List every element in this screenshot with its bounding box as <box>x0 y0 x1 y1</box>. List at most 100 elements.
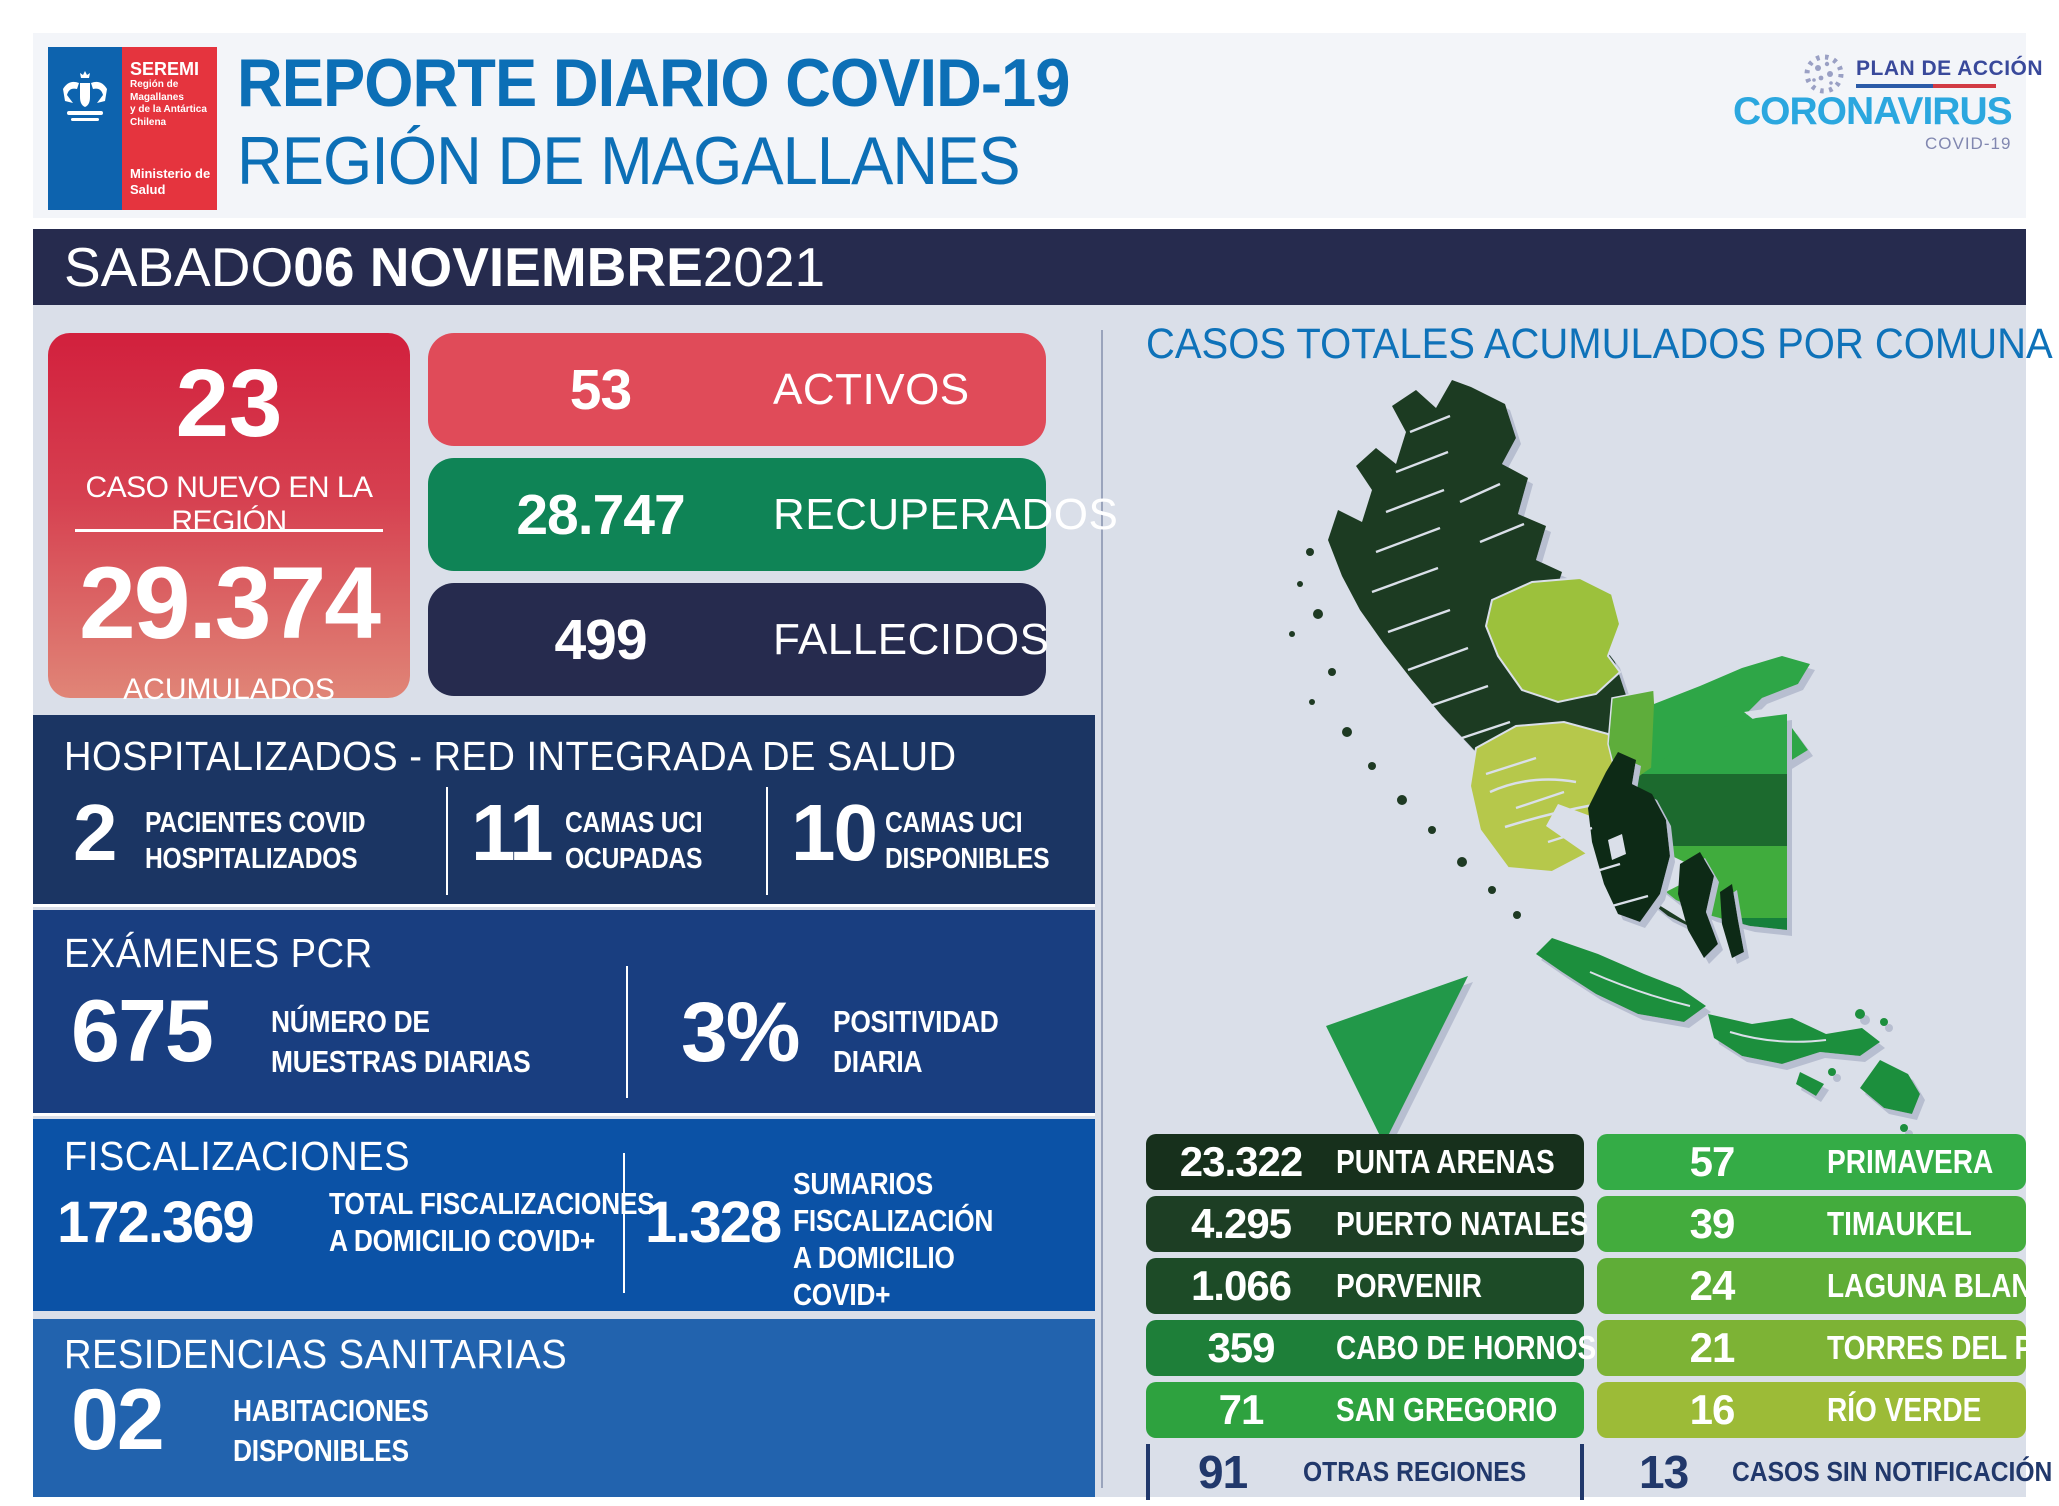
map-fjord-texture <box>1371 414 1649 908</box>
map-region-cabo-de-hornos <box>1796 1072 1824 1096</box>
date-date: 06 NOVIEMBRE <box>293 236 703 298</box>
commune-value: 16 <box>1689 1386 1736 1433</box>
hospitalizados-title: HOSPITALIZADOS - RED INTEGRADA DE SALUD <box>64 733 957 779</box>
fisc-sumarios-label: SUMARIOS FISCALIZACIÓN A DOMICILIO COVID… <box>793 1166 994 1312</box>
coronavirus-brand: CORONAVIRUS <box>1733 90 2013 133</box>
hosp-uci-available-label: CAMAS UCI DISPONIBLES <box>885 807 1050 875</box>
recuperados-label: RECUPERADOS <box>773 489 1119 539</box>
commune-name: PORVENIR <box>1336 1267 1483 1304</box>
pcr-samples-label: NÚMERO DE MUESTRAS DIARIAS <box>271 1004 531 1079</box>
virus-icon <box>1804 54 1844 94</box>
map-archipelago-channels <box>1589 971 1827 1043</box>
commune-row-timaukel: 39 TIMAUKEL <box>1597 1196 2026 1252</box>
fallecidos-pill: 499 FALLECIDOS <box>428 583 1049 696</box>
recuperados-value: 28.747 <box>516 482 685 547</box>
map-region-torres-del-paine <box>1484 576 1622 704</box>
commune-row-torres-del-paine: 21 TORRES DEL PAINE <box>1597 1320 2059 1376</box>
map-region-punta-arenas <box>1588 752 1670 922</box>
map-inlet <box>1608 834 1626 860</box>
commune-row-rio-verde: 16 RÍO VERDE <box>1597 1382 2026 1438</box>
map-region-cabo-de-hornos <box>1708 1014 1880 1064</box>
fisc-total-label: TOTAL FISCALIZACIONES A DOMICILIO COVID+ <box>329 1186 655 1258</box>
residencias-label: HABITACIONES DISPONIBLES <box>233 1393 429 1468</box>
activos-label: ACTIVOS <box>773 364 970 414</box>
commune-row-laguna-blanca: 24 LAGUNA BLANCA <box>1597 1258 2059 1314</box>
header-band: SEREMI Región de Magallanes y de la Antá… <box>33 33 2043 218</box>
commune-value: 57 <box>1689 1138 1736 1185</box>
commune-name: LAGUNA BLANCA <box>1827 1267 2059 1304</box>
commune-value: 21 <box>1689 1324 1736 1371</box>
date-bar: SABADO 06 NOVIEMBRE 2021 <box>33 229 2026 305</box>
pcr-positivity-label: POSITIVIDAD DIARIA <box>833 1004 999 1079</box>
hosp-uci-occupied-label: CAMAS UCI OCUPADAS <box>565 807 703 875</box>
commune-name: TORRES DEL PAINE <box>1827 1329 2059 1366</box>
plan-underline-divider <box>1856 84 1996 88</box>
date-year: 2021 <box>702 236 826 298</box>
logo-region-line: Chilena <box>130 116 167 128</box>
logo-region-line: y de la Antártica <box>130 104 207 115</box>
stat-divider <box>623 1153 625 1293</box>
map-region-cabo-de-hornos <box>1536 938 1706 1022</box>
stat-divider <box>446 787 448 895</box>
hosp-uci-occupied-value: 11 <box>471 788 554 877</box>
commune-value: 359 <box>1207 1324 1275 1371</box>
report-subtitle: REGIÓN DE MAGALLANES <box>237 123 1021 199</box>
ministry-logo-red: SEREMI Región de Magallanes y de la Antá… <box>122 47 217 210</box>
commune-name: RÍO VERDE <box>1827 1391 1982 1428</box>
stat-divider <box>766 787 768 895</box>
fisc-total-value: 172.369 <box>57 1190 255 1255</box>
coat-of-arms-icon <box>63 71 107 121</box>
commune-value: 23.322 <box>1179 1138 1303 1185</box>
residencias-title: RESIDENCIAS SANITARIAS <box>64 1331 568 1377</box>
map-dawson-sliver <box>1720 884 1744 958</box>
commune-name: PRIMAVERA <box>1827 1143 1994 1180</box>
map-section-title: CASOS TOTALES ACUMULADOS POR COMUNA <box>1146 320 2053 368</box>
hospitalizados-panel: HOSPITALIZADOS - RED INTEGRADA DE SALUD … <box>33 715 1095 907</box>
commune-name: SAN GREGORIO <box>1336 1391 1558 1428</box>
commune-name: PUNTA ARENAS <box>1336 1143 1555 1180</box>
logo-region-line: Región de Magallanes <box>130 79 184 103</box>
ministry-logo-blue <box>48 47 122 210</box>
commune-row-punta-arenas: 23.322 PUNTA ARENAS <box>1146 1134 1584 1190</box>
commune-value: 39 <box>1689 1200 1736 1247</box>
commune-value: 4.295 <box>1190 1200 1292 1247</box>
no-notification-row: 13 CASOS SIN NOTIFICACIÓN <box>1597 1444 2053 1500</box>
new-cases-card: 23 CASO NUEVO EN LA REGIÓN 29.374 ACUMUL… <box>48 333 410 706</box>
map-region-antartica <box>1326 976 1468 1144</box>
commune-row-san-gregorio: 71 SAN GREGORIO <box>1146 1382 1584 1438</box>
column-divider <box>1101 330 1103 1488</box>
map-dawson-island <box>1678 852 1718 958</box>
new-cases-value: 23 <box>175 350 283 457</box>
map-region-cabo-de-hornos <box>1860 1060 1920 1114</box>
accumulated-label: ACUMULADOS <box>123 673 335 706</box>
card-divider <box>75 529 383 532</box>
covid19-sublabel: COVID-19 <box>1925 134 2012 153</box>
commune-row-cabo-de-hornos: 359 CABO DE HORNOS <box>1146 1320 1596 1376</box>
report-title: REPORTE DIARIO COVID-19 <box>237 45 1070 121</box>
fallecidos-value: 499 <box>554 607 647 672</box>
plan-de-accion-label: PLAN DE ACCIÓN <box>1856 57 2044 80</box>
hosp-patients-value: 2 <box>73 788 117 877</box>
stat-divider <box>626 966 628 1098</box>
fisc-sumarios-value: 1.328 <box>645 1190 782 1255</box>
pcr-positivity-value: 3% <box>681 985 800 1079</box>
other-regions-label: OTRAS REGIONES <box>1303 1456 1527 1487</box>
no-notification-label: CASOS SIN NOTIFICACIÓN <box>1732 1456 2053 1487</box>
recuperados-pill: 28.747 RECUPERADOS <box>428 458 1118 571</box>
divider-bar <box>1146 1444 1150 1500</box>
commune-value: 24 <box>1689 1262 1736 1309</box>
commune-name: TIMAUKEL <box>1827 1205 1972 1242</box>
divider-bar <box>1580 1444 1584 1500</box>
magallanes-choropleth-map <box>1289 380 1920 1144</box>
commune-name: CABO DE HORNOS <box>1336 1329 1597 1366</box>
other-regions-value: 91 <box>1198 1446 1248 1498</box>
accumulated-value: 29.374 <box>79 546 381 660</box>
activos-pill: 53 ACTIVOS <box>428 333 1046 446</box>
no-notification-value: 13 <box>1639 1446 1689 1498</box>
logo-seremi: SEREMI <box>130 59 200 79</box>
residencias-panel: RESIDENCIAS SANITARIAS 02 HABITACIONES D… <box>33 1319 1095 1497</box>
logo-ministry: Ministerio de Salud <box>130 166 211 197</box>
examenes-title: EXÁMENES PCR <box>64 930 373 976</box>
commune-row-porvenir: 1.066 PORVENIR <box>1146 1258 1584 1314</box>
